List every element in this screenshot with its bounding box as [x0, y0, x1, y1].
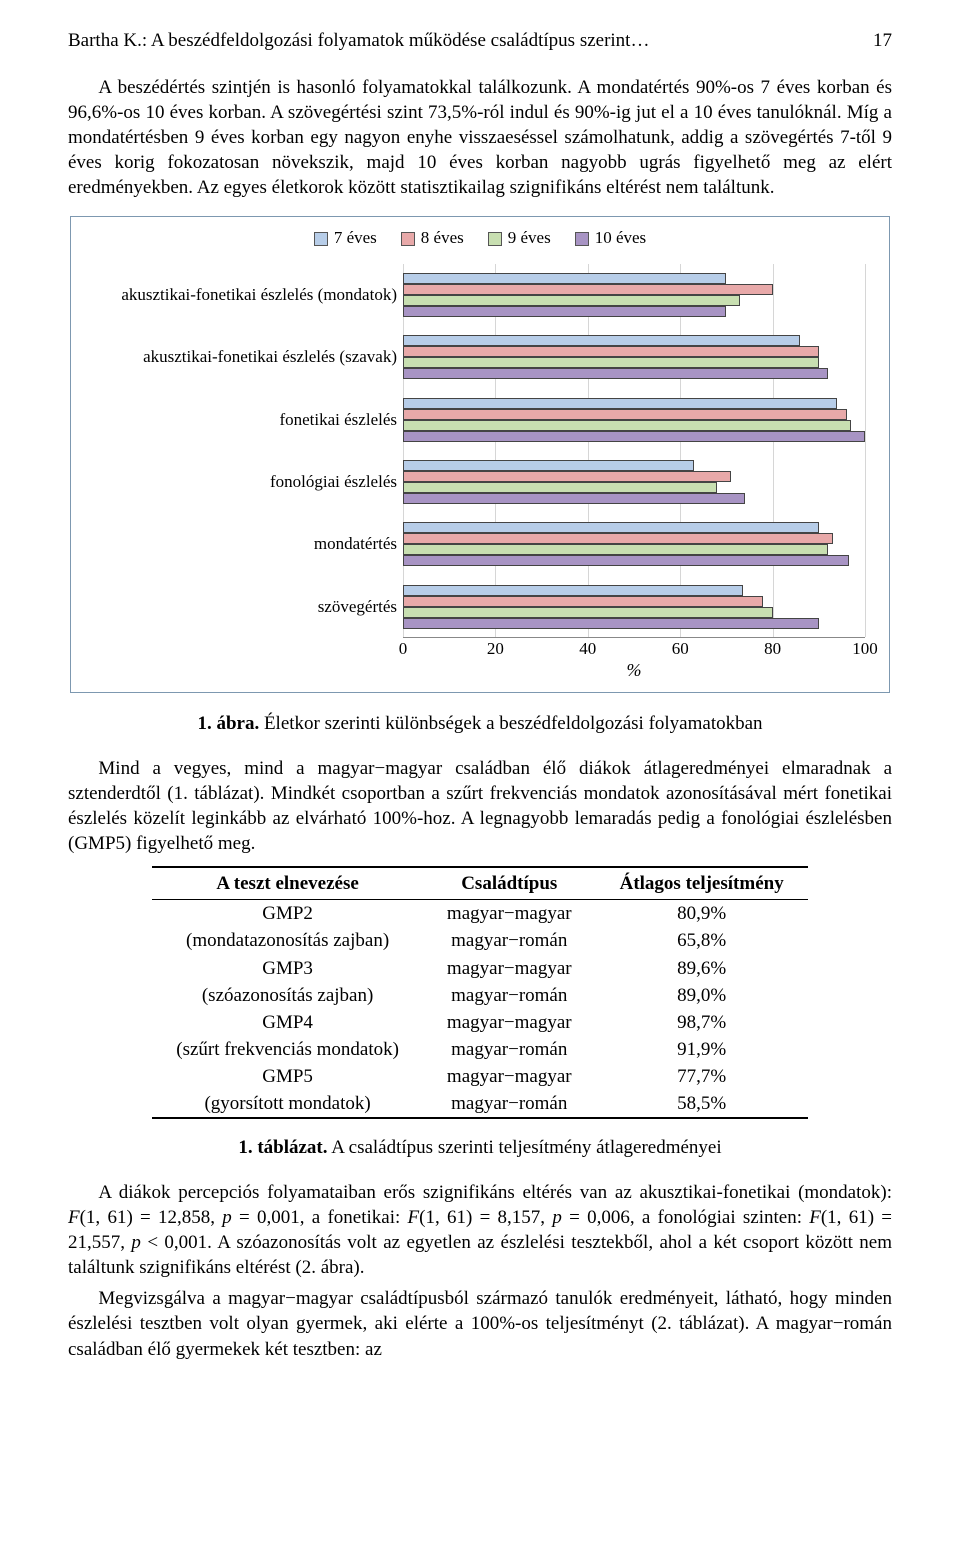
table-cell: GMP2 — [152, 900, 423, 928]
table-row: (mondatazonosítás zajban)magyar−román65,… — [152, 927, 807, 954]
bar — [403, 398, 837, 409]
table-cell: 89,0% — [596, 982, 808, 1009]
x-tick-label: 80 — [764, 638, 781, 660]
table-row: GMP2magyar−magyar80,9% — [152, 900, 807, 928]
bar — [403, 585, 743, 596]
table-cell: GMP3 — [152, 955, 423, 982]
bar — [403, 522, 819, 533]
legend-item: 7 éves — [314, 227, 377, 249]
paragraph-3: A diákok percepciós folyamataiban erős s… — [68, 1180, 892, 1280]
bar — [403, 368, 828, 379]
x-tick-label: 60 — [672, 638, 689, 660]
paragraph-1: A beszédértés szintjén is hasonló folyam… — [68, 75, 892, 200]
bar — [403, 346, 819, 357]
category-label: mondatértés — [83, 533, 397, 555]
table-cell: GMP5 — [152, 1063, 423, 1090]
x-tick-label: 100 — [852, 638, 878, 660]
header-left: Bartha K.: A beszédfeldolgozási folyamat… — [68, 28, 649, 53]
legend-label: 9 éves — [508, 227, 551, 249]
table-cell: (gyorsított mondatok) — [152, 1090, 423, 1118]
chart-legend: 7 éves 8 éves 9 éves 10 éves — [83, 227, 877, 249]
bar — [403, 544, 828, 555]
bar — [403, 409, 847, 420]
table-cell: magyar−román — [423, 1036, 596, 1063]
bar — [403, 357, 819, 368]
x-tick-label: 0 — [399, 638, 408, 660]
table-cell: magyar−magyar — [423, 1063, 596, 1090]
x-tick-label: 40 — [579, 638, 596, 660]
bar — [403, 607, 773, 618]
bar — [403, 533, 833, 544]
category-label: fonológiai észlelés — [83, 471, 397, 493]
legend-swatch — [401, 232, 415, 246]
bar — [403, 284, 773, 295]
table-cell: (szűrt frekvenciás mondatok) — [152, 1036, 423, 1063]
bar — [403, 493, 745, 504]
category-label: szövegértés — [83, 596, 397, 618]
legend-swatch — [575, 232, 589, 246]
table-row: GMP5magyar−magyar77,7% — [152, 1063, 807, 1090]
table-cell: 91,9% — [596, 1036, 808, 1063]
table-cell: magyar−román — [423, 927, 596, 954]
table-cell: 89,6% — [596, 955, 808, 982]
legend-item: 8 éves — [401, 227, 464, 249]
bar — [403, 555, 849, 566]
legend-swatch — [488, 232, 502, 246]
table-header-cell: A teszt elnevezése — [152, 867, 423, 900]
header-page-number: 17 — [873, 28, 892, 53]
table-cell: 80,9% — [596, 900, 808, 928]
x-axis-title: % — [627, 659, 642, 683]
table-cell: magyar−magyar — [423, 1009, 596, 1036]
bar — [403, 471, 731, 482]
legend-swatch — [314, 232, 328, 246]
table-header-cell: Átlagos teljesítmény — [596, 867, 808, 900]
category-label: akusztikai-fonetikai észlelés (mondatok) — [83, 284, 397, 306]
table-cell: 77,7% — [596, 1063, 808, 1090]
table-cell: 65,8% — [596, 927, 808, 954]
category-label: fonetikai észlelés — [83, 409, 397, 431]
bar — [403, 431, 865, 442]
bar — [403, 482, 717, 493]
legend-label: 7 éves — [334, 227, 377, 249]
figure-1-chart: 7 éves 8 éves 9 éves 10 éves akusztikai-fon… — [70, 216, 890, 692]
table-cell: (mondatazonosítás zajban) — [152, 927, 423, 954]
bar — [403, 306, 726, 317]
table-cell: GMP4 — [152, 1009, 423, 1036]
table-cell: 58,5% — [596, 1090, 808, 1118]
x-tick-label: 20 — [487, 638, 504, 660]
table-1-caption: 1. táblázat. A családtípus szerinti telj… — [68, 1135, 892, 1160]
bar — [403, 335, 800, 346]
legend-item: 9 éves — [488, 227, 551, 249]
chart-plot-area: akusztikai-fonetikai észlelés (mondatok)… — [83, 264, 877, 684]
table-row: (szóazonosítás zajban)magyar−román89,0% — [152, 982, 807, 1009]
category-label: akusztikai-fonetikai észlelés (szavak) — [83, 346, 397, 368]
table-cell: magyar−román — [423, 982, 596, 1009]
paragraph-4: Megvizsgálva a magyar−magyar családtípus… — [68, 1286, 892, 1361]
bar — [403, 618, 819, 629]
table-row: GMP3magyar−magyar89,6% — [152, 955, 807, 982]
table-cell: 98,7% — [596, 1009, 808, 1036]
bar — [403, 596, 763, 607]
table-cell: magyar−magyar — [423, 900, 596, 928]
legend-label: 10 éves — [595, 227, 646, 249]
running-header: Bartha K.: A beszédfeldolgozási folyamat… — [68, 28, 892, 53]
legend-label: 8 éves — [421, 227, 464, 249]
table-cell: (szóazonosítás zajban) — [152, 982, 423, 1009]
table-row: (szűrt frekvenciás mondatok)magyar−román… — [152, 1036, 807, 1063]
table-1: A teszt elnevezéseCsaládtípusÁtlagos tel… — [152, 866, 807, 1119]
bar — [403, 295, 740, 306]
table-header-cell: Családtípus — [423, 867, 596, 900]
gridline — [865, 264, 866, 637]
bar — [403, 273, 726, 284]
bar — [403, 460, 694, 471]
paragraph-2: Mind a vegyes, mind a magyar−magyar csal… — [68, 756, 892, 856]
table-row: GMP4magyar−magyar98,7% — [152, 1009, 807, 1036]
table-cell: magyar−román — [423, 1090, 596, 1118]
table-cell: magyar−magyar — [423, 955, 596, 982]
bar — [403, 420, 851, 431]
legend-item: 10 éves — [575, 227, 646, 249]
table-row: (gyorsított mondatok)magyar−román58,5% — [152, 1090, 807, 1118]
figure-1-caption: 1. ábra. Életkor szerinti különbségek a … — [68, 711, 892, 736]
